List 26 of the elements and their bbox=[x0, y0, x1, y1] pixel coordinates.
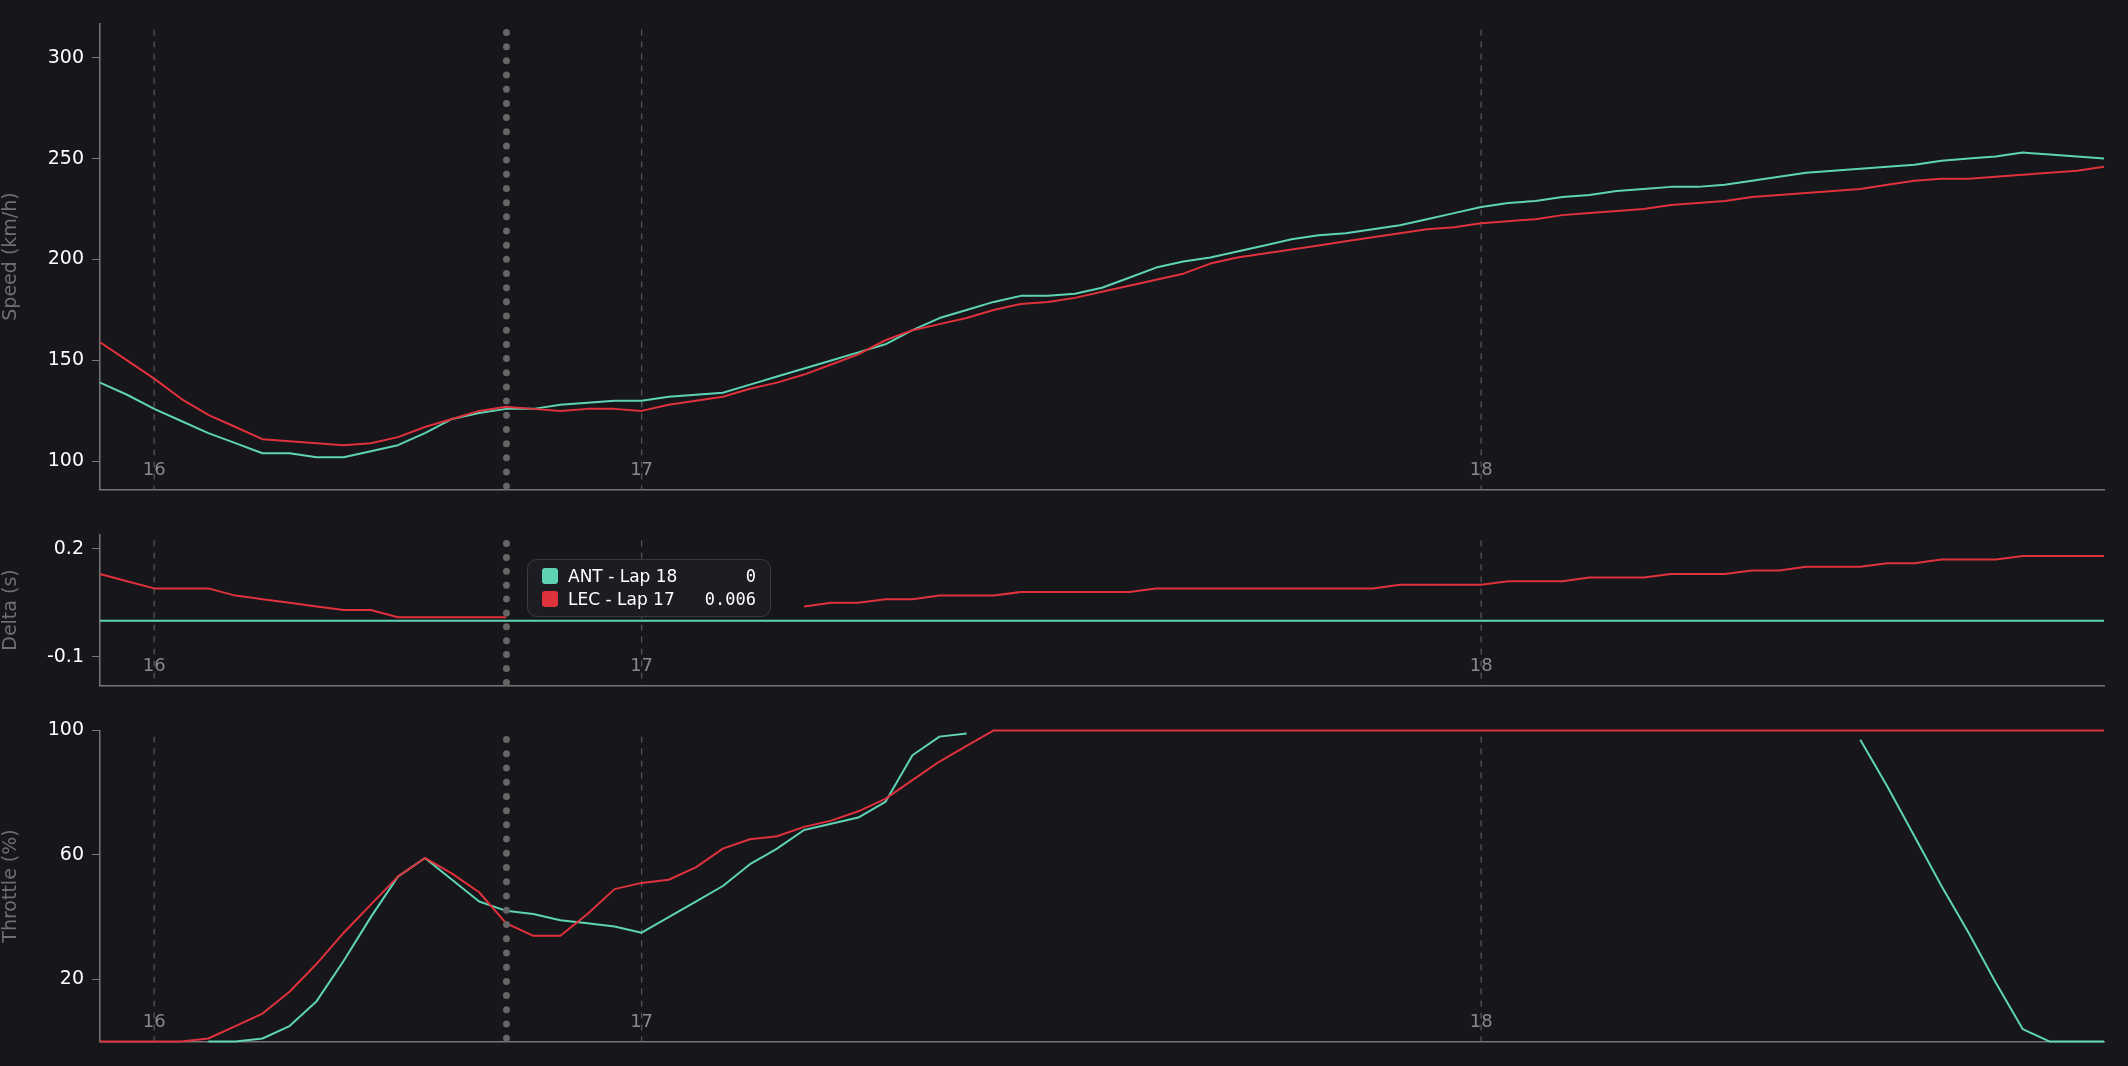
y-tick-label: -0.1 bbox=[46, 643, 84, 666]
x-tick-label: 16 bbox=[142, 654, 166, 676]
legend-label: LEC - Lap 17 bbox=[568, 587, 675, 611]
y-tick-label: 100 bbox=[47, 717, 84, 740]
annotation: 0.006 bbox=[703, 587, 756, 611]
x-tick-label: 16 bbox=[142, 1010, 166, 1032]
x-tick-label: 18 bbox=[1469, 458, 1493, 480]
y-axis-title: Throttle (%) bbox=[0, 829, 21, 944]
y-tick-label: 150 bbox=[47, 347, 84, 370]
y-tick-label: 60 bbox=[59, 841, 84, 864]
y-tick-label: 250 bbox=[47, 145, 84, 168]
x-tick-label: 16 bbox=[142, 458, 166, 480]
y-tick-label: 300 bbox=[47, 44, 84, 67]
annotation: 0 bbox=[744, 564, 756, 588]
x-tick-label: 17 bbox=[630, 654, 654, 676]
y-axis-title: Delta (s) bbox=[0, 569, 21, 651]
legend-label: ANT - Lap 18 bbox=[568, 564, 678, 588]
y-tick-label: 200 bbox=[47, 246, 84, 269]
x-tick-label: 18 bbox=[1469, 654, 1493, 676]
x-tick-label: 17 bbox=[630, 458, 654, 480]
y-tick-label: 0.2 bbox=[53, 535, 84, 558]
y-tick-label: 20 bbox=[59, 966, 84, 989]
x-tick-label: 17 bbox=[630, 1010, 654, 1032]
y-tick-label: 100 bbox=[47, 448, 84, 471]
y-axis-title: Speed (km/h) bbox=[0, 192, 21, 321]
x-tick-label: 18 bbox=[1469, 1010, 1493, 1032]
